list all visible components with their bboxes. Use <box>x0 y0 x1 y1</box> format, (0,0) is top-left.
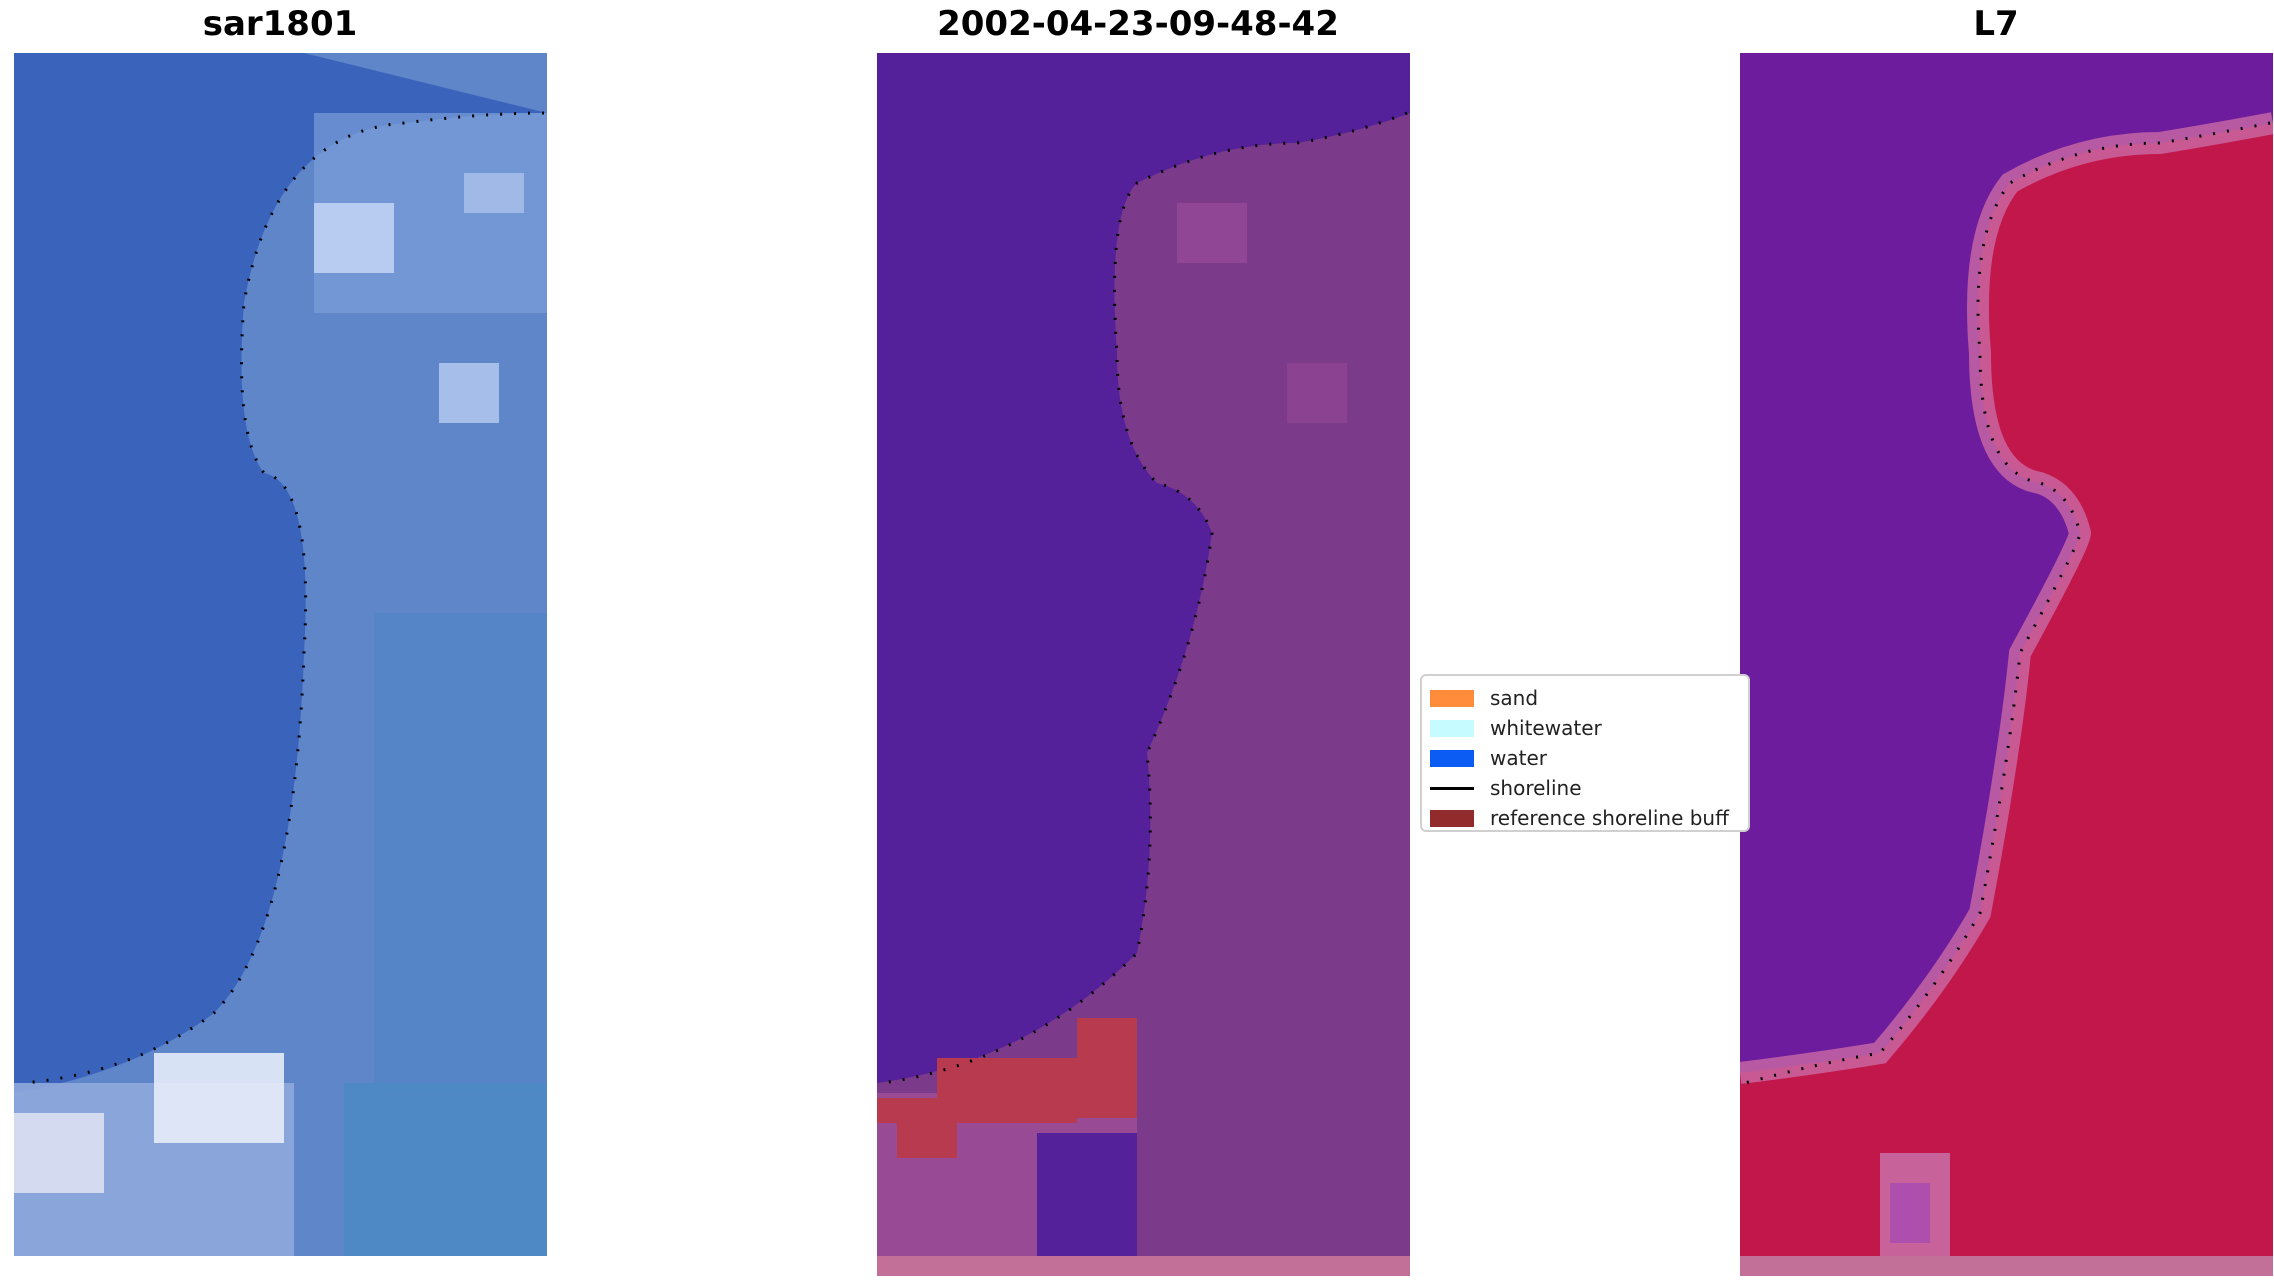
legend-label-reference-buffer: reference shoreline buff <box>1490 806 1729 830</box>
legend-item-reference-buffer: reference shoreline buff <box>1430 803 1729 830</box>
legend-item-sand: sand <box>1430 683 1538 713</box>
mndwi-image <box>1740 53 2273 1276</box>
legend: sand whitewater water shoreline referenc… <box>1420 674 1750 832</box>
panel-title-classification: 2002-04-23-09-48-42 <box>937 4 1339 44</box>
legend-label-water: water <box>1490 746 1547 770</box>
panel-title-mndwi: L7 <box>1973 4 2019 44</box>
legend-item-water: water <box>1430 743 1547 773</box>
classified-image-panel <box>877 53 1410 1276</box>
legend-item-shoreline: shoreline <box>1430 773 1582 803</box>
shoreline-mndwi <box>1744 121 2271 1085</box>
mndwi-image-panel <box>1740 53 2273 1276</box>
reference-buffer-swatch <box>1430 809 1474 827</box>
rgb-image-panel <box>14 53 547 1256</box>
whitewater-swatch <box>1430 719 1474 737</box>
legend-label-whitewater: whitewater <box>1490 716 1602 740</box>
shoreline-rgb <box>23 111 545 1085</box>
sand-swatch <box>1430 689 1474 707</box>
legend-item-whitewater: whitewater <box>1430 713 1602 743</box>
water-swatch <box>1430 749 1474 767</box>
panel-title-rgb: sar1801 <box>202 4 358 44</box>
classified-image <box>877 53 1410 1276</box>
legend-label-shoreline: shoreline <box>1490 776 1582 800</box>
shoreline-classified <box>881 111 1408 1085</box>
legend-label-sand: sand <box>1490 686 1539 710</box>
shoreline-line-swatch <box>1430 786 1474 790</box>
rgb-image <box>14 53 547 1256</box>
